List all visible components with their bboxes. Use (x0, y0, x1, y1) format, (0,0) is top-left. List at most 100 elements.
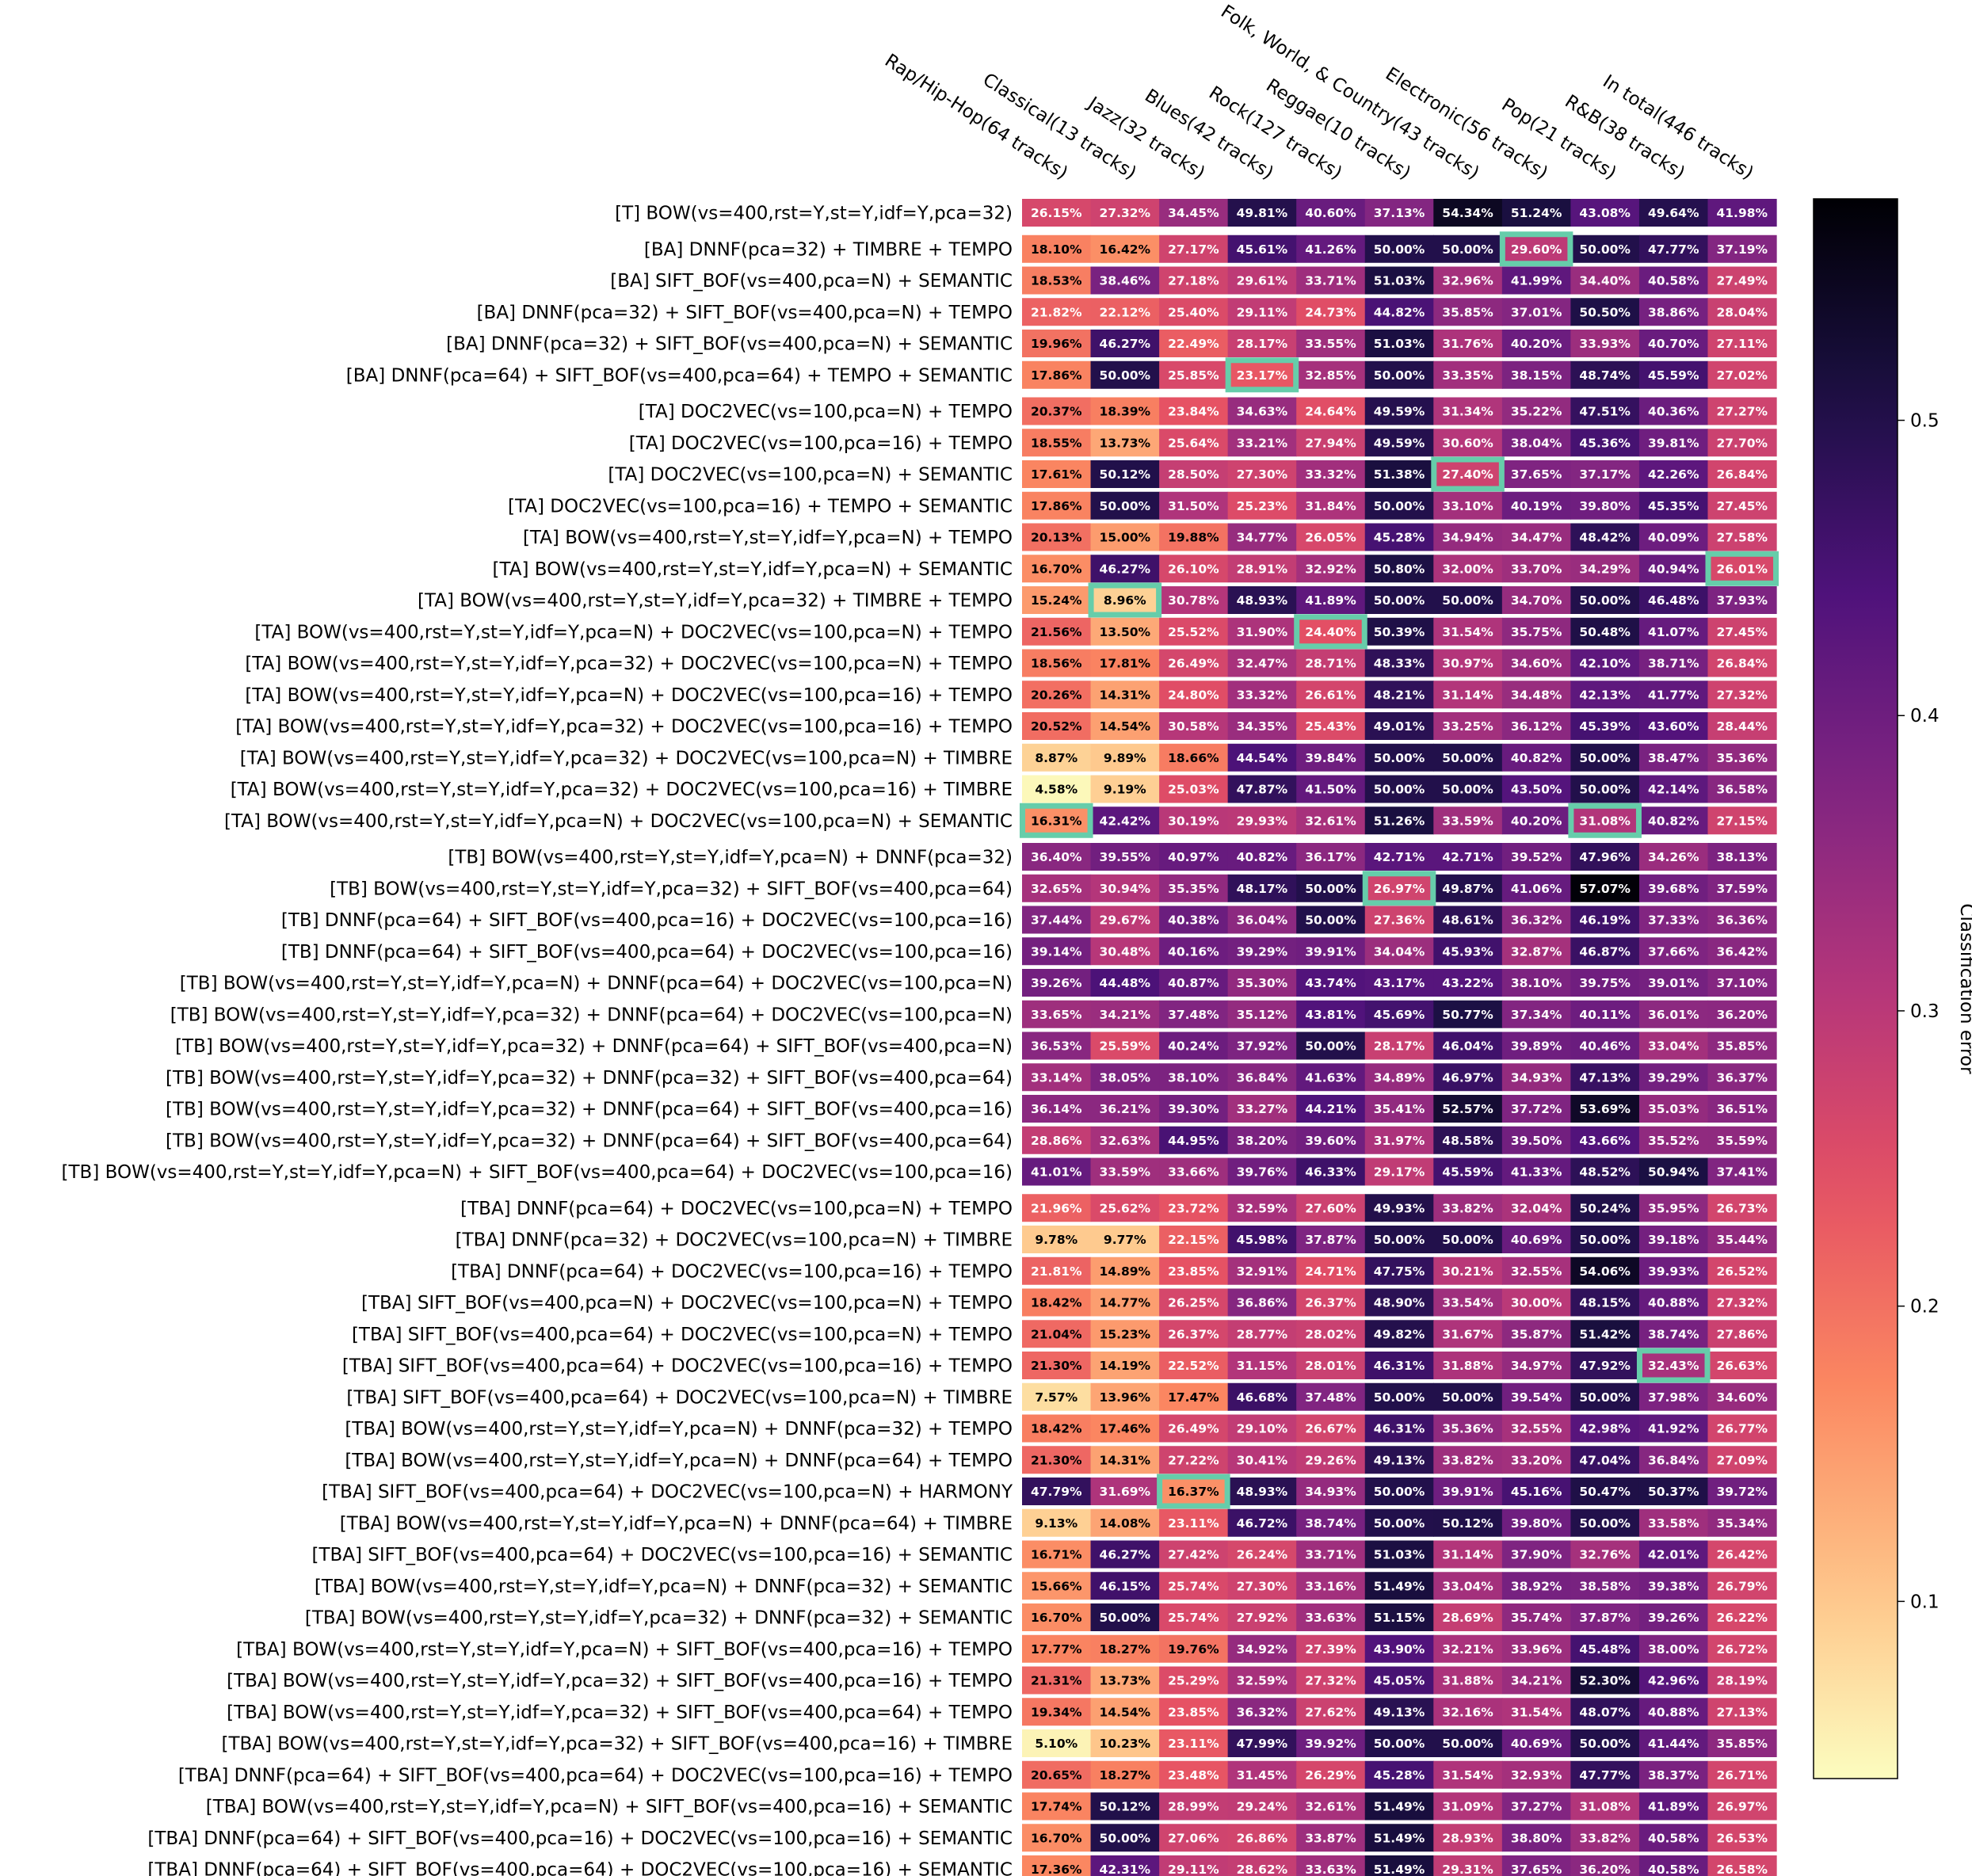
cell-value-label: 57.07% (1579, 882, 1631, 896)
heatmap-cell (1638, 523, 1709, 551)
cell-value-label: 40.16% (1168, 944, 1219, 959)
colorbar-tick-label: 0.5 (1910, 411, 1940, 432)
cell-value-label: 50.24% (1579, 1201, 1631, 1215)
cell-value-label: 37.98% (1648, 1390, 1699, 1405)
heatmap-cell (1707, 1000, 1777, 1028)
cell-value-label: 51.03% (1374, 1548, 1425, 1562)
heatmap-cell (1296, 1572, 1366, 1600)
cell-value-label: 42.13% (1579, 688, 1631, 702)
cell-value-label: 41.26% (1305, 242, 1356, 257)
cell-value-label: 32.87% (1511, 944, 1562, 959)
heatmap-cell (1501, 523, 1571, 551)
heatmap-cell (1364, 1157, 1434, 1186)
cell-value-label: 14.89% (1100, 1264, 1151, 1279)
colorbar: 0.1 0.2 0.3 0.4 0.5 Classification error (1813, 198, 1972, 1779)
heatmap-cell (1364, 199, 1434, 227)
cell-value-label: 37.41% (1716, 1165, 1768, 1180)
heatmap-cell (1022, 1824, 1092, 1852)
row-label: [TB] BOW(vs=400,rst=Y,st=Y,idf=Y,pca=N) … (180, 974, 1013, 994)
heatmap-cell (1364, 1414, 1434, 1443)
heatmap-cell (1090, 617, 1160, 646)
cell-value-label: 48.17% (1237, 882, 1288, 896)
row-label: [TB] BOW(vs=400,rst=Y,st=Y,idf=Y,pca=32)… (170, 1005, 1013, 1025)
cell-value-label: 45.59% (1648, 368, 1699, 383)
heatmap-cell (1501, 1288, 1571, 1317)
cell-value-label: 48.07% (1579, 1705, 1631, 1719)
heatmap-cell (1364, 806, 1434, 835)
heatmap-cell (1364, 266, 1434, 295)
heatmap-cell (1022, 199, 1092, 227)
cell-value-label: 20.37% (1031, 405, 1082, 419)
heatmap-cell (1638, 1478, 1709, 1505)
cell-value-label: 42.98% (1579, 1422, 1631, 1436)
row-label: [TB] BOW(vs=400,rst=Y,st=Y,idf=Y,pca=32)… (166, 1100, 1013, 1120)
heatmap-cell (1159, 649, 1229, 677)
heatmap-cell (1296, 1000, 1366, 1028)
cell-value-label: 26.97% (1716, 1800, 1768, 1814)
heatmap-cell (1433, 397, 1503, 425)
cell-value-label: 27.32% (1100, 206, 1151, 220)
heatmap-cell (1090, 199, 1160, 227)
heatmap-cell (1022, 1126, 1092, 1154)
heatmap-cell (1296, 1729, 1366, 1757)
heatmap-cell (1227, 1063, 1297, 1092)
cell-value-label: 50.00% (1100, 1611, 1151, 1625)
heatmap-cell (1707, 1352, 1777, 1379)
cell-value-label: 14.77% (1100, 1296, 1151, 1310)
cell-value-label: 42.71% (1442, 850, 1493, 864)
cell-value-label: 40.88% (1648, 1705, 1699, 1719)
cell-value-label: 51.42% (1579, 1327, 1631, 1341)
heatmap-cell (1227, 937, 1297, 966)
heatmap-cell (1090, 1760, 1160, 1789)
cell-value-label: 37.90% (1511, 1548, 1562, 1562)
cell-value-label: 49.87% (1442, 882, 1493, 896)
cell-value-label: 52.30% (1579, 1674, 1631, 1688)
heatmap-cell (1707, 743, 1777, 772)
cell-value-label: 9.19% (1104, 783, 1146, 797)
cell-value-label: 48.93% (1237, 593, 1288, 608)
cell-value-label: 13.96% (1100, 1390, 1151, 1405)
cell-value-label: 17.74% (1031, 1800, 1082, 1814)
cell-value-label: 25.74% (1168, 1579, 1219, 1593)
cell-value-label: 44.95% (1168, 1134, 1219, 1148)
cell-value-label: 35.03% (1648, 1102, 1699, 1116)
heatmap-cell (1022, 743, 1092, 772)
heatmap-cell (1022, 298, 1092, 326)
heatmap-cell (1022, 491, 1092, 520)
heatmap-cell (1090, 491, 1160, 520)
heatmap-cell (1159, 397, 1229, 425)
heatmap-cell (1227, 1572, 1297, 1600)
cell-value-label: 46.31% (1374, 1359, 1425, 1373)
heatmap-cell (1090, 1095, 1160, 1123)
cell-value-label: 40.58% (1648, 274, 1699, 288)
heatmap-cell (1159, 1226, 1229, 1253)
colorbar-tick-label: 0.2 (1910, 1297, 1940, 1317)
cell-value-label: 45.93% (1442, 944, 1493, 959)
heatmap-cell (1022, 1194, 1092, 1222)
heatmap-cell (1159, 199, 1229, 227)
heatmap-cell (1364, 1226, 1434, 1253)
heatmap-cell (1570, 1478, 1640, 1505)
best-result-highlight (1705, 551, 1779, 586)
heatmap-cell (1638, 234, 1709, 263)
cell-value-label: 29.10% (1237, 1422, 1288, 1436)
cell-value-label: 38.80% (1511, 1831, 1562, 1845)
cell-value-label: 39.75% (1579, 976, 1631, 990)
cell-value-label: 31.15% (1237, 1359, 1288, 1373)
cell-value-label: 46.15% (1100, 1579, 1151, 1593)
cell-value-label: 50.00% (1579, 1516, 1631, 1531)
cell-value-label: 16.42% (1100, 242, 1151, 257)
cell-value-label: 46.48% (1648, 593, 1699, 608)
cell-value-label: 43.60% (1648, 719, 1699, 734)
heatmap-cell (1227, 199, 1297, 227)
cell-value-label: 31.09% (1442, 1800, 1493, 1814)
heatmap-cell (1364, 1256, 1434, 1285)
cell-value-label: 46.27% (1100, 337, 1151, 351)
heatmap-cell (1296, 586, 1366, 614)
heatmap-cell (1433, 1000, 1503, 1028)
cell-value-label: 50.80% (1374, 562, 1425, 576)
cell-value-label: 47.75% (1374, 1264, 1425, 1279)
heatmap-cell (1296, 234, 1366, 263)
heatmap-cell (1707, 1603, 1777, 1631)
cell-value-label: 33.16% (1305, 1579, 1356, 1593)
